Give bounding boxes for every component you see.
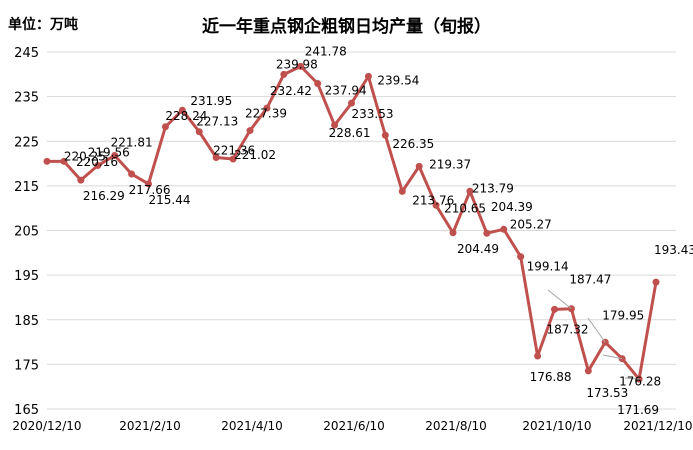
data-label: 213.79	[472, 181, 514, 195]
data-point	[415, 162, 423, 170]
data-label: 231.95	[190, 94, 232, 108]
x-tick-label: 2020/12/10	[12, 419, 81, 433]
data-point	[381, 131, 389, 139]
data-point	[348, 99, 355, 107]
label-leader-line	[547, 289, 572, 310]
data-label: 204.49	[457, 242, 499, 256]
data-point	[229, 155, 237, 163]
y-tick-label: 205	[14, 225, 39, 240]
data-label: 217.66	[129, 183, 171, 197]
data-point	[331, 121, 339, 129]
data-label: 210.65	[444, 201, 486, 215]
data-label: 179.95	[602, 308, 644, 322]
data-label: 187.47	[569, 273, 611, 287]
y-tick-label: 215	[14, 180, 39, 195]
y-tick-label: 235	[14, 91, 39, 106]
data-point	[466, 187, 474, 195]
data-label: 221.81	[111, 135, 153, 149]
data-point	[195, 128, 203, 136]
data-point	[364, 72, 372, 80]
data-label: 220.25	[64, 149, 106, 163]
data-label: 228.61	[329, 126, 371, 140]
data-point	[60, 157, 68, 165]
data-point	[77, 176, 85, 184]
data-point	[43, 157, 51, 165]
data-point	[161, 123, 169, 131]
chart-title: 近一年重点钢企粗钢日均产量（旬报）	[202, 17, 491, 37]
label-leader-line	[602, 354, 623, 360]
data-label: 232.42	[270, 84, 312, 98]
y-tick-label: 165	[14, 403, 39, 418]
data-label: 199.14	[527, 260, 569, 274]
x-tick-label: 2021/6/10	[323, 419, 385, 433]
data-point	[584, 367, 592, 375]
data-point	[483, 229, 491, 237]
data-label: 176.88	[530, 370, 572, 384]
data-point	[145, 180, 152, 188]
data-point	[652, 278, 660, 286]
data-label: 193.43	[654, 243, 693, 257]
data-point	[178, 106, 186, 114]
data-label: 187.32	[547, 322, 589, 336]
x-tick-label: 2021/10/10	[522, 419, 591, 433]
data-label: 219.37	[429, 157, 471, 171]
data-label: 233.53	[352, 107, 394, 121]
x-tick-label: 2021/4/10	[221, 419, 283, 433]
data-point	[280, 70, 288, 78]
data-label: 227.39	[245, 107, 287, 121]
data-label: 176.28	[619, 375, 661, 389]
data-label: 216.29	[83, 189, 125, 203]
data-point	[314, 80, 322, 88]
data-label: 219.56	[88, 146, 130, 160]
data-point	[449, 229, 457, 237]
data-point	[246, 127, 254, 135]
data-label: 228.24	[165, 109, 207, 123]
data-point	[551, 305, 558, 313]
x-tick-label: 2021/2/10	[119, 419, 181, 433]
y-tick-label: 225	[14, 135, 39, 150]
data-point	[94, 162, 102, 170]
y-tick-label: 195	[14, 269, 39, 284]
y-tick-label: 245	[14, 46, 39, 61]
unit-label: 单位：万吨	[8, 17, 78, 33]
data-point	[128, 170, 136, 178]
data-point	[500, 225, 508, 233]
data-label: 221.02	[234, 148, 276, 162]
data-point	[534, 352, 542, 360]
data-label: 213.76	[412, 193, 454, 207]
data-point	[297, 62, 305, 70]
data-point	[263, 104, 271, 112]
data-label: 220.16	[76, 155, 118, 169]
label-leader-line	[587, 317, 606, 343]
x-tick-label: 2021/8/10	[425, 419, 487, 433]
y-tick-label: 175	[14, 358, 39, 373]
data-label: 237.94	[325, 84, 367, 98]
label-leader-line	[624, 377, 640, 380]
data-label: 227.13	[196, 115, 238, 129]
data-label: 241.78	[305, 44, 347, 58]
x-tick-label: 2021/12/10	[623, 419, 692, 433]
data-point	[111, 151, 119, 159]
y-tick-label: 185	[14, 314, 39, 329]
data-label: 239.98	[276, 57, 318, 71]
data-point	[212, 153, 220, 161]
data-label: 171.69	[617, 403, 659, 417]
data-point	[432, 201, 440, 209]
data-label: 215.44	[149, 193, 191, 207]
data-label: 205.27	[510, 217, 552, 231]
data-point	[517, 253, 525, 261]
data-label: 204.39	[491, 200, 533, 214]
data-label: 226.35	[392, 137, 434, 151]
data-label: 239.54	[377, 73, 419, 87]
data-point	[398, 187, 406, 195]
data-label: 221.36	[213, 143, 255, 157]
data-label: 173.53	[586, 386, 628, 400]
